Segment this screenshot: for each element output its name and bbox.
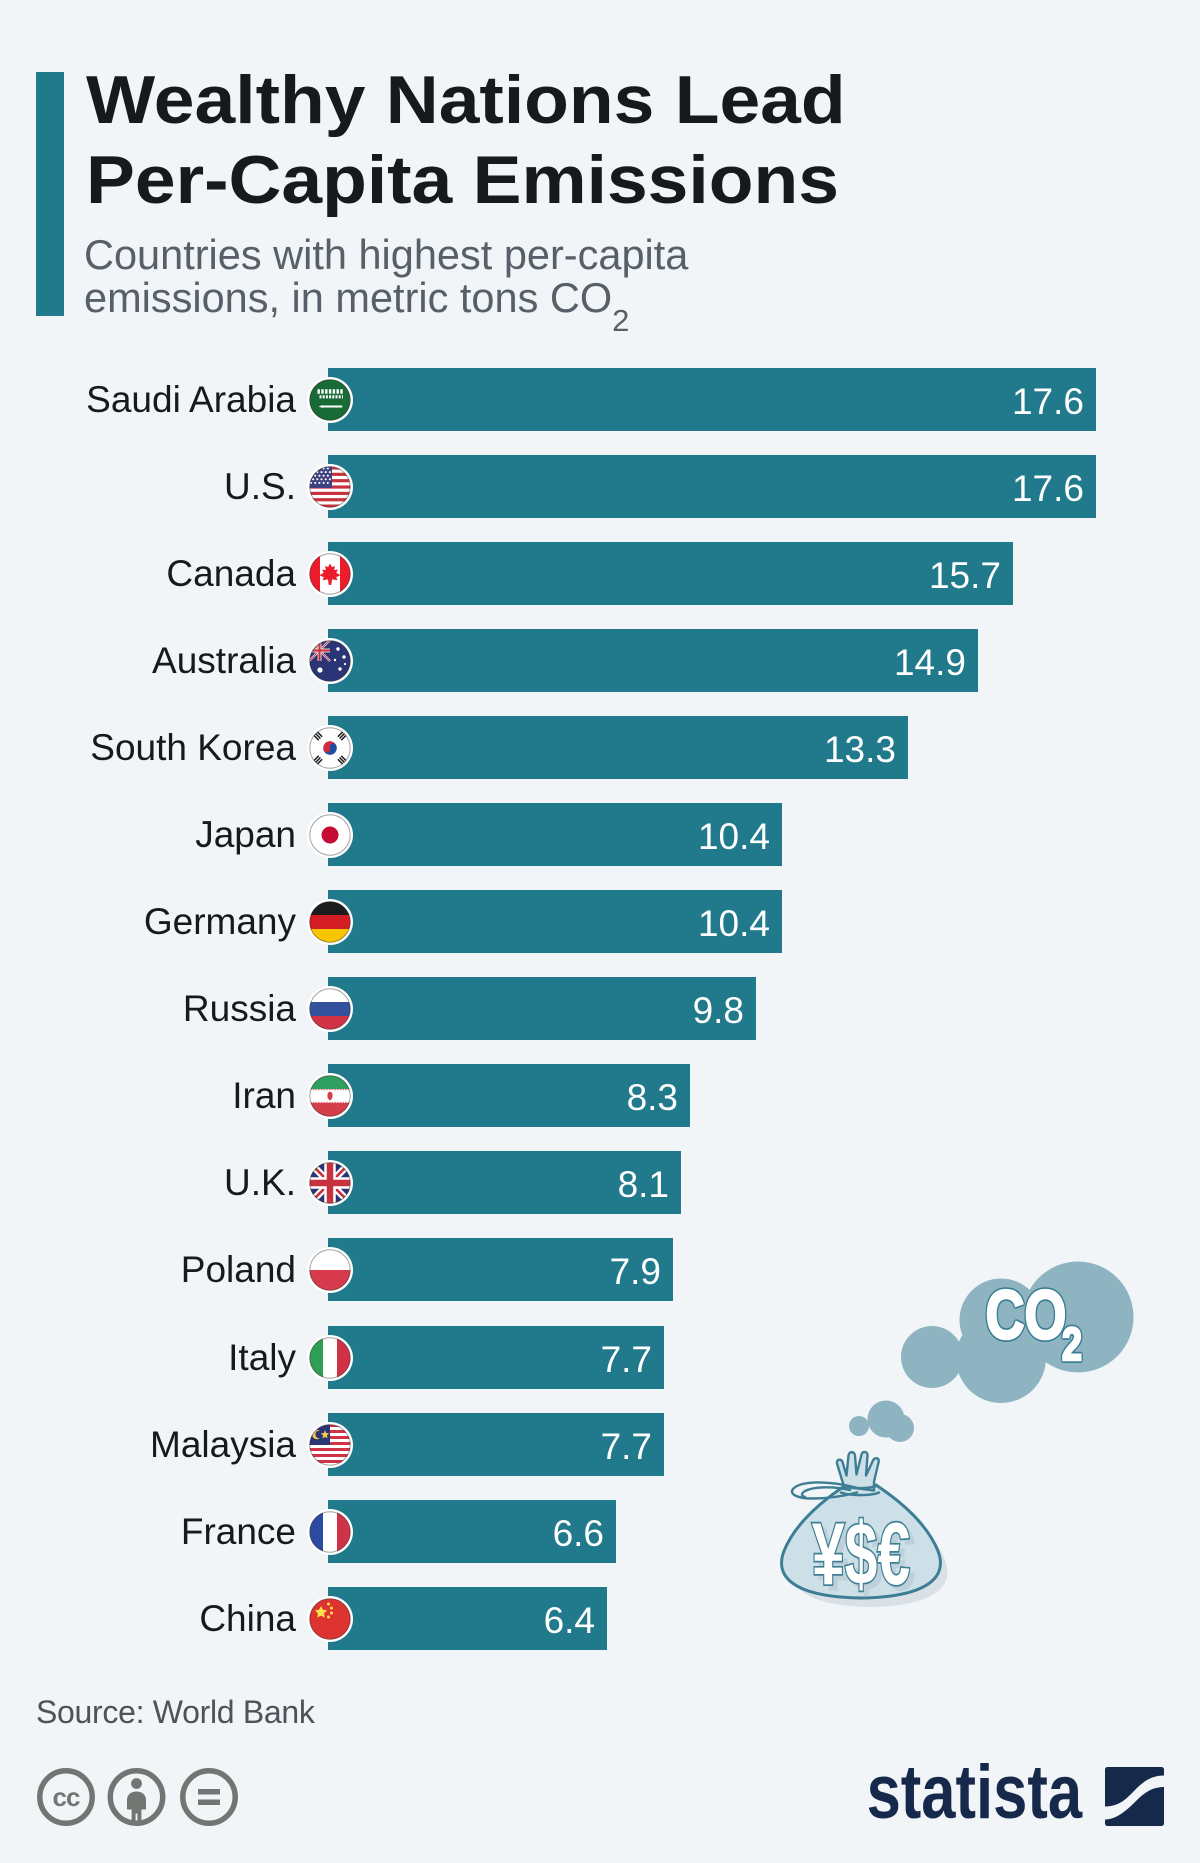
svg-text:CO: CO	[986, 1277, 1067, 1354]
svg-text:CO: CO	[986, 1277, 1067, 1354]
svg-text:cc: cc	[53, 1782, 80, 1812]
svg-text:2: 2	[1062, 1319, 1082, 1370]
svg-text:¥$€: ¥$€	[812, 1504, 910, 1603]
svg-text:¥$€: ¥$€	[817, 1509, 915, 1608]
svg-text:2: 2	[1062, 1319, 1082, 1370]
